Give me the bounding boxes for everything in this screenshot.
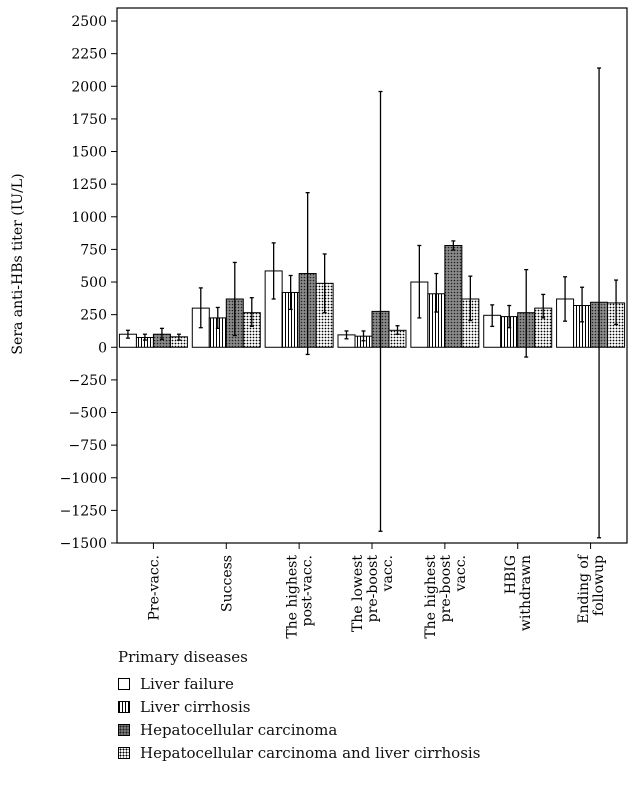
x-tick-label-line: withdrawn	[518, 555, 534, 631]
x-tick-label-line: vacc.	[380, 555, 396, 592]
y-tick-label: −1250	[60, 503, 107, 519]
y-tick-label: 0	[98, 340, 107, 356]
legend-label: Hepatocellular carcinoma and liver cirrh…	[140, 743, 481, 762]
legend-swatch-hcc-cirrhosis	[118, 746, 130, 759]
y-tick-label: −250	[69, 373, 107, 389]
x-tick-label-line: pre-boost	[438, 555, 454, 623]
legend-label: Hepatocellular carcinoma	[140, 720, 338, 739]
y-tick-label: 1750	[71, 112, 107, 128]
x-tick-label: The highestpre-boostvacc.	[423, 555, 469, 639]
legend-swatch-hcc	[118, 723, 130, 736]
legend-label: Liver failure	[140, 674, 234, 693]
y-tick-label: −500	[69, 406, 107, 422]
y-tick-label: 250	[80, 308, 107, 324]
legend-item-hcc-cirrhosis: Hepatocellular carcinoma and liver cirrh…	[118, 741, 480, 764]
x-tick-label: Success	[219, 555, 235, 612]
legend-item-liver-failure: Liver failure	[118, 672, 480, 695]
x-tick-label-line: The highest	[285, 555, 301, 639]
y-axis-label: Sera anti-HBs titer (IU/L)	[10, 173, 26, 354]
x-tick-label-line: followup	[591, 555, 607, 616]
legend-item-liver-cirrhosis: Liver cirrhosis	[118, 695, 480, 718]
y-tick-label: 1250	[71, 177, 107, 193]
x-tick-label: The lowestpre-boostvacc.	[350, 555, 396, 632]
y-tick-label: 500	[80, 275, 107, 291]
x-tick-label-line: Ending of	[576, 553, 592, 624]
y-tick-label: 2000	[71, 79, 107, 95]
legend: Primary diseases Liver failure Liver cir…	[118, 648, 480, 764]
legend-title: Primary diseases	[118, 648, 248, 666]
y-tick-label: 2250	[71, 47, 107, 63]
x-tick-label: Pre-vacc.	[146, 555, 162, 621]
x-tick-label: Ending offollowup	[576, 553, 607, 624]
x-tick-label-line: HBIG	[503, 555, 519, 594]
legend-item-hcc: Hepatocellular carcinoma	[118, 718, 480, 741]
x-tick-label-line: The highest	[423, 555, 439, 639]
y-tick-label: −1500	[60, 536, 107, 552]
y-tick-label: 750	[80, 242, 107, 258]
y-tick-label: 2500	[71, 14, 107, 30]
x-tick-label: HBIGwithdrawn	[503, 555, 534, 631]
y-tick-label: −1000	[60, 471, 107, 487]
y-tick-label: −750	[69, 438, 107, 454]
plot-frame	[116, 7, 628, 544]
bar-chart: Sera anti-HBs titer (IU/L) −1500 −1250 −10…	[10, 7, 628, 639]
x-tick-label-line: pre-boost	[365, 555, 381, 623]
x-tick-label-line: The lowest	[350, 555, 366, 632]
legend-swatch-liver-failure	[118, 677, 130, 690]
y-tick-label: 1000	[71, 210, 107, 226]
x-tick-label-line: Pre-vacc.	[146, 555, 162, 621]
x-tick-label-line: post-vacc.	[300, 555, 316, 626]
x-tick-label: The highestpost-vacc.	[285, 555, 316, 639]
x-tick-label-line: vacc.	[453, 555, 469, 592]
x-tick-label-line: Success	[219, 555, 235, 612]
bar	[444, 244, 463, 348]
legend-swatch-liver-cirrhosis	[118, 700, 130, 713]
legend-label: Liver cirrhosis	[140, 697, 251, 716]
y-tick-label: 1500	[71, 145, 107, 161]
